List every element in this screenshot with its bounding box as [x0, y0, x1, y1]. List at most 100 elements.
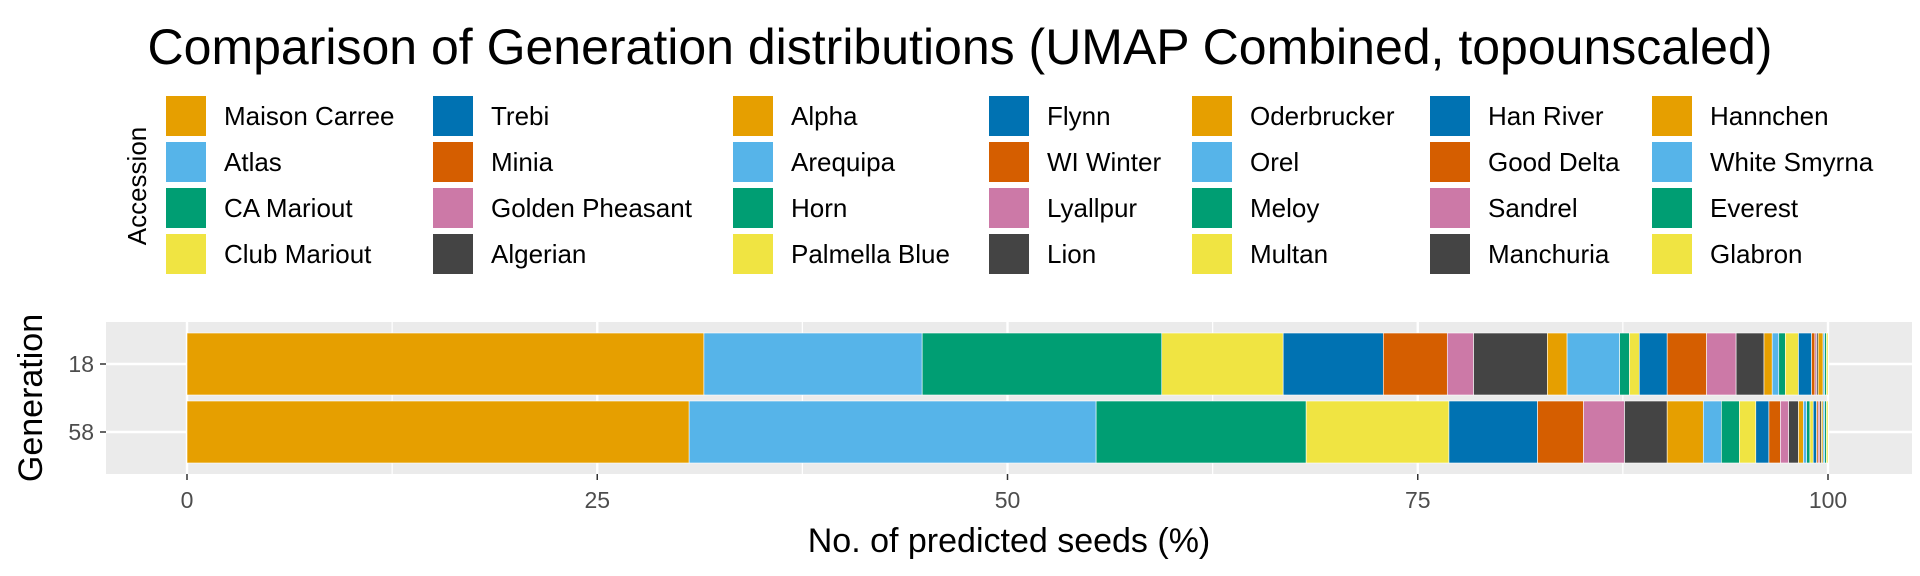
bar-segment-18-golden-pheasant — [1446, 332, 1474, 396]
bar-segment-58-lyallpur — [1780, 400, 1789, 464]
bar-segment-18-han-river — [1798, 332, 1812, 396]
legend-items: Maison Carree Atlas CA Mariout Club Mariout… — [166, 96, 1874, 274]
legend-key-sandrel — [1430, 188, 1470, 228]
legend-label-multan: Multan — [1250, 239, 1328, 269]
legend-key-han-river — [1430, 96, 1470, 136]
legend-key-ca-mariout — [166, 188, 206, 228]
bar-segment-18-meloy — [1778, 332, 1786, 396]
legend-key-multan — [1192, 234, 1232, 274]
x-tick-label: 50 — [995, 487, 1021, 513]
legend-label-glabron: Glabron — [1710, 239, 1803, 269]
legend-key-flynn — [989, 96, 1029, 136]
legend-label-algerian: Algerian — [491, 239, 586, 269]
bar-segment-58-orel — [1803, 400, 1807, 464]
bar-segment-58-algerian — [1624, 400, 1668, 464]
legend-key-lyallpur — [989, 188, 1029, 228]
bar-segment-18-wi-winter — [1666, 332, 1707, 396]
legend-key-manchuria — [1430, 234, 1470, 274]
bar-segment-18-club-mariout — [1161, 332, 1284, 396]
legend-key-atlas — [166, 142, 206, 182]
bar-segment-18-lion — [1735, 332, 1765, 396]
bar-segment-18-alpha — [1547, 332, 1568, 396]
legend-key-alpha — [733, 96, 773, 136]
legend-label-lion: Lion — [1047, 239, 1096, 269]
y-tick-label: 58 — [68, 419, 94, 445]
bar-segment-18-algerian — [1473, 332, 1548, 396]
bars — [186, 332, 1829, 464]
legend-label-orel: Orel — [1250, 147, 1299, 177]
bar-segment-58-meloy — [1806, 400, 1811, 464]
legend-key-orel — [1192, 142, 1232, 182]
bar-segment-18-hannchen — [1817, 332, 1824, 396]
bar-segment-58-atlas — [688, 400, 1097, 464]
legend-key-white-smyrna — [1652, 142, 1692, 182]
legend-key-minia — [433, 142, 473, 182]
legend-key-glabron — [1652, 234, 1692, 274]
bar-segment-58-arequipa — [1702, 400, 1722, 464]
x-tick-label: 100 — [1809, 487, 1847, 513]
x-tick-label: 25 — [584, 487, 610, 513]
bar-segment-58-maison-carree — [186, 400, 690, 464]
bar-segment-58-han-river — [1812, 400, 1817, 464]
chart-title: Comparison of Generation distributions (… — [148, 19, 1773, 75]
legend-label-minia: Minia — [491, 147, 554, 177]
legend-label-manchuria: Manchuria — [1488, 239, 1610, 269]
legend-key-oderbrucker — [1192, 96, 1232, 136]
legend-key-meloy — [1192, 188, 1232, 228]
bar-segment-18-glabron — [1826, 332, 1829, 396]
legend-key-good-delta — [1430, 142, 1470, 182]
bar-segment-58-trebi — [1448, 400, 1538, 464]
legend-label-wi-winter: WI Winter — [1047, 147, 1161, 177]
legend-label-sandrel: Sandrel — [1488, 193, 1578, 223]
legend-key-hannchen — [1652, 96, 1692, 136]
legend-label-trebi: Trebi — [491, 101, 549, 131]
bar-segment-18-trebi — [1282, 332, 1384, 396]
legend-key-palmella-blue — [733, 234, 773, 274]
legend-label-meloy: Meloy — [1250, 193, 1319, 223]
bar-segment-58-palmella-blue — [1739, 400, 1757, 464]
legend-label-golden-pheasant: Golden Pheasant — [491, 193, 693, 223]
bar-segment-18-maison-carree — [186, 332, 705, 396]
legend-label-flynn: Flynn — [1047, 101, 1111, 131]
legend-key-golden-pheasant — [433, 188, 473, 228]
bar-segment-58-horn — [1721, 400, 1740, 464]
bar-segment-58-multan — [1809, 400, 1814, 464]
legend-label-horn: Horn — [791, 193, 847, 223]
legend-label-arequipa: Arequipa — [791, 147, 896, 177]
bar-segment-58-lion — [1788, 400, 1799, 464]
bar-segment-18-minia — [1382, 332, 1448, 396]
y-axis-title: Generation — [12, 314, 50, 482]
legend-label-alpha: Alpha — [791, 101, 858, 131]
bar-segment-58-golden-pheasant — [1583, 400, 1625, 464]
legend-label-lyallpur: Lyallpur — [1047, 193, 1137, 223]
bar-segment-58-oderbrucker — [1798, 400, 1804, 464]
legend-key-trebi — [433, 96, 473, 136]
legend-key-everest — [1652, 188, 1692, 228]
x-axis-ticks: 0 25 50 75 100 — [181, 474, 1847, 513]
bar-segment-58-flynn — [1755, 400, 1770, 464]
x-tick-label: 75 — [1405, 487, 1431, 513]
x-axis-title: No. of predicted seeds (%) — [808, 522, 1211, 560]
legend-label-han-river: Han River — [1488, 101, 1604, 131]
bar-segment-58-alpha — [1666, 400, 1704, 464]
bar-segment-18-lyallpur — [1706, 332, 1737, 396]
bar-segment-18-orel — [1771, 332, 1780, 396]
bar-segment-18-arequipa — [1566, 332, 1620, 396]
legend-label-ca-mariout: CA Mariout — [224, 193, 353, 223]
legend-label-oderbrucker: Oderbrucker — [1250, 101, 1395, 131]
bar-segment-18-palmella-blue — [1629, 332, 1640, 396]
bar-segment-18-good-delta — [1811, 332, 1816, 396]
legend-label-club-mariout: Club Mariout — [224, 239, 372, 269]
legend-label-maison-carree: Maison Carree — [224, 101, 395, 131]
legend-key-horn — [733, 188, 773, 228]
legend-key-club-mariout — [166, 234, 206, 274]
bar-segment-58-wi-winter — [1768, 400, 1781, 464]
legend-label-palmella-blue: Palmella Blue — [791, 239, 950, 269]
legend-key-arequipa — [733, 142, 773, 182]
bar-segment-18-horn — [1619, 332, 1630, 396]
legend-label-hannchen: Hannchen — [1710, 101, 1829, 131]
bar-segment-18-flynn — [1638, 332, 1668, 396]
